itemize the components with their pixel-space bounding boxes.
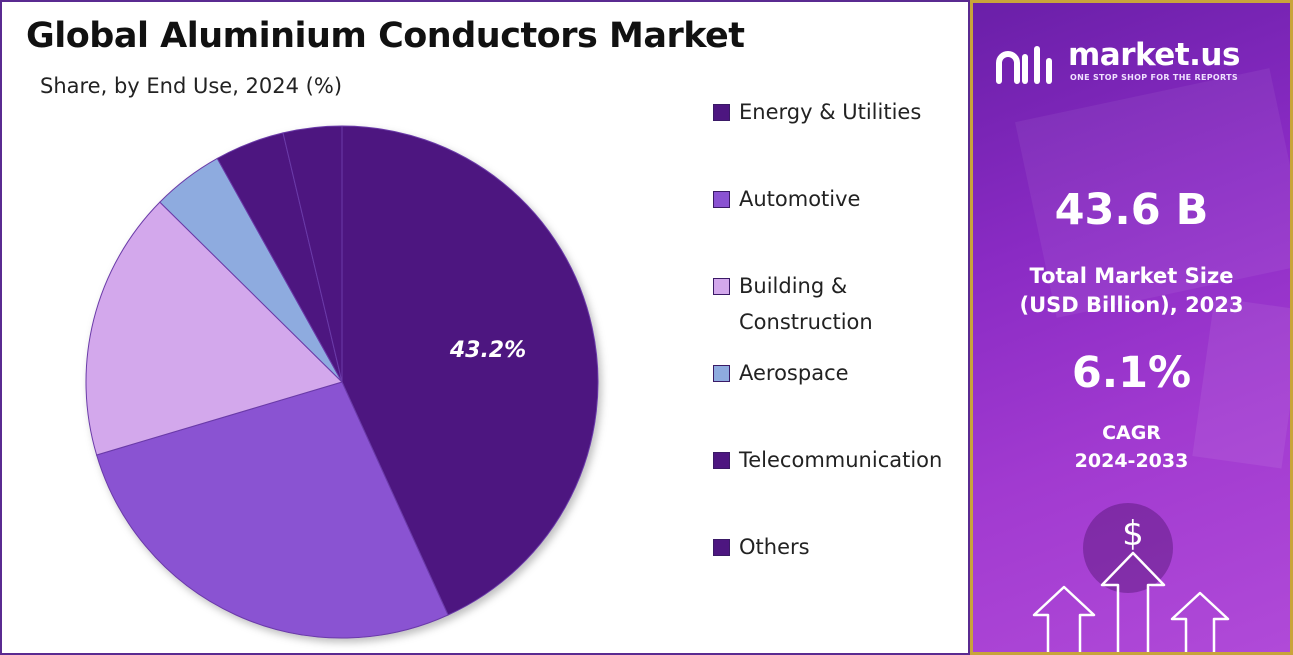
cagr-label: CAGR	[1102, 422, 1161, 444]
legend-item-energy-utilities: Energy & Utilities	[713, 94, 963, 130]
legend-label: Telecommunication	[739, 448, 943, 472]
legend-swatch	[713, 191, 730, 208]
brand-tagline: ONE STOP SHOP FOR THE REPORTS	[1070, 73, 1238, 82]
brand-name: market.us	[1068, 37, 1240, 73]
market-size-label-year: (USD Billion), 2023	[1019, 293, 1244, 317]
legend-item-automotive: Automotive	[713, 181, 963, 217]
dollar-icon: $	[1122, 514, 1144, 554]
legend-label: Others	[739, 535, 810, 559]
legend-label: Building & Construction	[739, 274, 873, 334]
pie-slice-others	[282, 125, 343, 383]
market-us-logo-icon	[996, 46, 1052, 84]
legend-swatch	[713, 104, 730, 121]
legend-item-aerospace: Aerospace	[713, 355, 963, 391]
legend-label: Energy & Utilities	[739, 100, 922, 124]
chart-title: Global Aluminium Conductors Market	[26, 16, 745, 56]
cagr-value: 6.1%	[1071, 348, 1192, 398]
legend-swatch	[713, 278, 730, 295]
legend-label: Automotive	[739, 187, 861, 211]
legend-swatch	[713, 539, 730, 556]
pie-slice-automotive	[95, 381, 449, 639]
cagr-period: 2024-2033	[1074, 450, 1189, 472]
pie-slice-building-construction	[85, 201, 343, 456]
growth-arrows-icon: $	[1032, 514, 1230, 652]
pie-slice-energy-utilities	[341, 125, 599, 616]
legend-item-others: Others	[713, 529, 963, 565]
legend-swatch	[713, 452, 730, 469]
legend-swatch	[713, 365, 730, 382]
market-size-value: 43.6 B	[1054, 185, 1209, 235]
chart-panel: Global Aluminium Conductors Market Share…	[0, 0, 970, 655]
market-size-label: Total Market Size	[1029, 264, 1234, 288]
legend-item-telecommunication: Telecommunication	[713, 442, 958, 478]
pie-chart: 43.2%	[85, 125, 599, 639]
summary-panel: market.us ONE STOP SHOP FOR THE REPORTS …	[970, 0, 1293, 655]
legend-label: Aerospace	[739, 361, 849, 385]
pie-data-label: 43.2%	[449, 338, 526, 363]
chart-subtitle: Share, by End Use, 2024 (%)	[40, 74, 343, 98]
legend-item-building-construction: Building & Construction	[713, 268, 913, 340]
